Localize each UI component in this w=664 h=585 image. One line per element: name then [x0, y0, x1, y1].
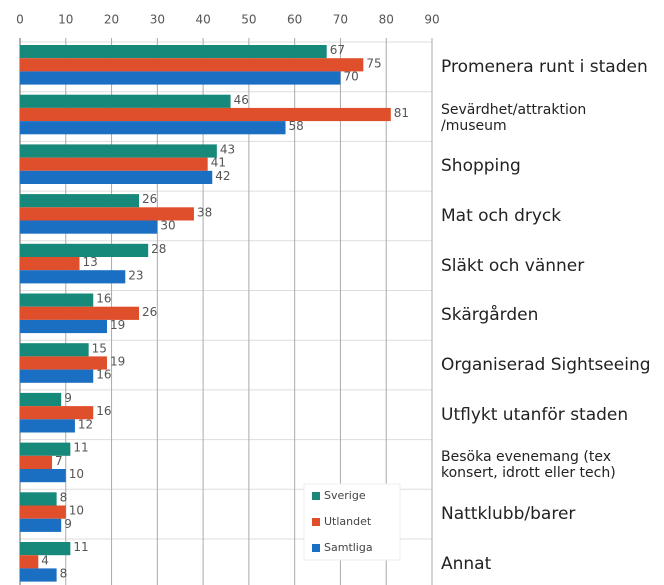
bar — [20, 343, 89, 357]
legend-label: Sverige — [324, 489, 366, 502]
bar — [20, 45, 327, 59]
value-label: 70 — [343, 70, 358, 84]
legend-swatch — [312, 518, 320, 526]
value-label: 81 — [394, 106, 409, 120]
value-label: 11 — [73, 540, 88, 554]
bar — [20, 270, 126, 284]
value-label: 8 — [60, 567, 68, 581]
legend-label: Utlandet — [324, 515, 372, 528]
bar — [20, 94, 231, 108]
value-label: 38 — [197, 205, 212, 219]
value-label: 42 — [215, 169, 230, 183]
value-label: 16 — [96, 292, 111, 306]
x-tick-label: 20 — [104, 13, 119, 27]
bar — [20, 492, 57, 506]
value-label: 43 — [220, 143, 235, 157]
x-tick-label: 90 — [424, 13, 439, 27]
value-label: 46 — [234, 93, 249, 107]
value-label: 7 — [55, 454, 63, 468]
category-label: Nattklubb/barer — [441, 504, 576, 525]
bar — [20, 306, 140, 320]
bar — [20, 518, 62, 532]
bar — [20, 469, 66, 483]
bar — [20, 555, 39, 569]
value-label: 19 — [110, 355, 125, 369]
value-label: 19 — [110, 318, 125, 332]
value-label: 13 — [83, 255, 98, 269]
bar — [20, 243, 149, 257]
x-tick-label: 40 — [195, 13, 210, 27]
bar — [20, 170, 213, 184]
bar — [20, 442, 71, 456]
value-label: 4 — [41, 553, 49, 567]
x-tick-label: 80 — [379, 13, 394, 27]
bar — [20, 505, 66, 519]
bar — [20, 392, 62, 407]
value-label: 8 — [60, 490, 68, 504]
bar — [20, 194, 140, 208]
bar — [20, 121, 286, 135]
x-tick-label: 70 — [333, 13, 348, 27]
value-label: 11 — [73, 441, 88, 455]
value-label: 67 — [330, 43, 345, 57]
value-label: 23 — [128, 268, 143, 282]
category-label: Besöka evenemang (tex konsert, idrott el… — [441, 449, 616, 482]
bar — [20, 369, 94, 383]
bar — [20, 568, 57, 582]
category-label: Skärgården — [441, 305, 539, 326]
x-tick-label: 60 — [287, 13, 302, 27]
category-label: Sevärdhet/attraktion /museum — [441, 101, 587, 134]
category-label: Annat — [441, 554, 492, 575]
value-label: 41 — [211, 156, 226, 170]
value-label: 12 — [78, 417, 93, 431]
category-label: Mat och dryck — [441, 206, 562, 227]
value-label: 75 — [366, 56, 381, 70]
value-label: 10 — [69, 504, 84, 518]
legend-label: Samtliga — [324, 541, 373, 554]
value-label: 9 — [64, 391, 72, 405]
x-tick-label: 30 — [150, 13, 165, 27]
bar — [20, 455, 53, 469]
bar — [20, 406, 94, 420]
bar — [20, 144, 217, 158]
value-label: 15 — [92, 341, 107, 355]
value-label: 16 — [96, 404, 111, 418]
legend-swatch — [312, 492, 320, 500]
bar — [20, 293, 94, 307]
legend-swatch — [312, 544, 320, 552]
value-label: 10 — [69, 467, 84, 481]
bar — [20, 157, 208, 171]
x-tick-label: 50 — [241, 13, 256, 27]
category-label: Utflykt utanför staden — [441, 404, 629, 425]
bar — [20, 319, 107, 334]
bar — [20, 58, 364, 72]
x-tick-label: 10 — [58, 13, 73, 27]
bar — [20, 356, 107, 370]
value-label: 16 — [96, 368, 111, 382]
category-label: Promenera runt i staden — [441, 57, 648, 78]
bar — [20, 419, 75, 433]
bar — [20, 542, 71, 556]
category-label: Släkt och vänner — [441, 255, 585, 276]
x-tick-label: 0 — [16, 13, 24, 27]
value-label: 26 — [142, 305, 157, 319]
value-label: 9 — [64, 517, 72, 531]
category-label: Shopping — [441, 156, 521, 177]
bar — [20, 71, 341, 85]
value-label: 28 — [151, 242, 166, 256]
bar — [20, 107, 391, 122]
bar — [20, 257, 80, 271]
bar — [20, 207, 194, 221]
category-label: Organiserad Sightseeing — [441, 355, 651, 376]
bar — [20, 220, 158, 234]
value-label: 30 — [160, 219, 175, 233]
value-label: 26 — [142, 192, 157, 206]
value-label: 58 — [289, 119, 304, 133]
